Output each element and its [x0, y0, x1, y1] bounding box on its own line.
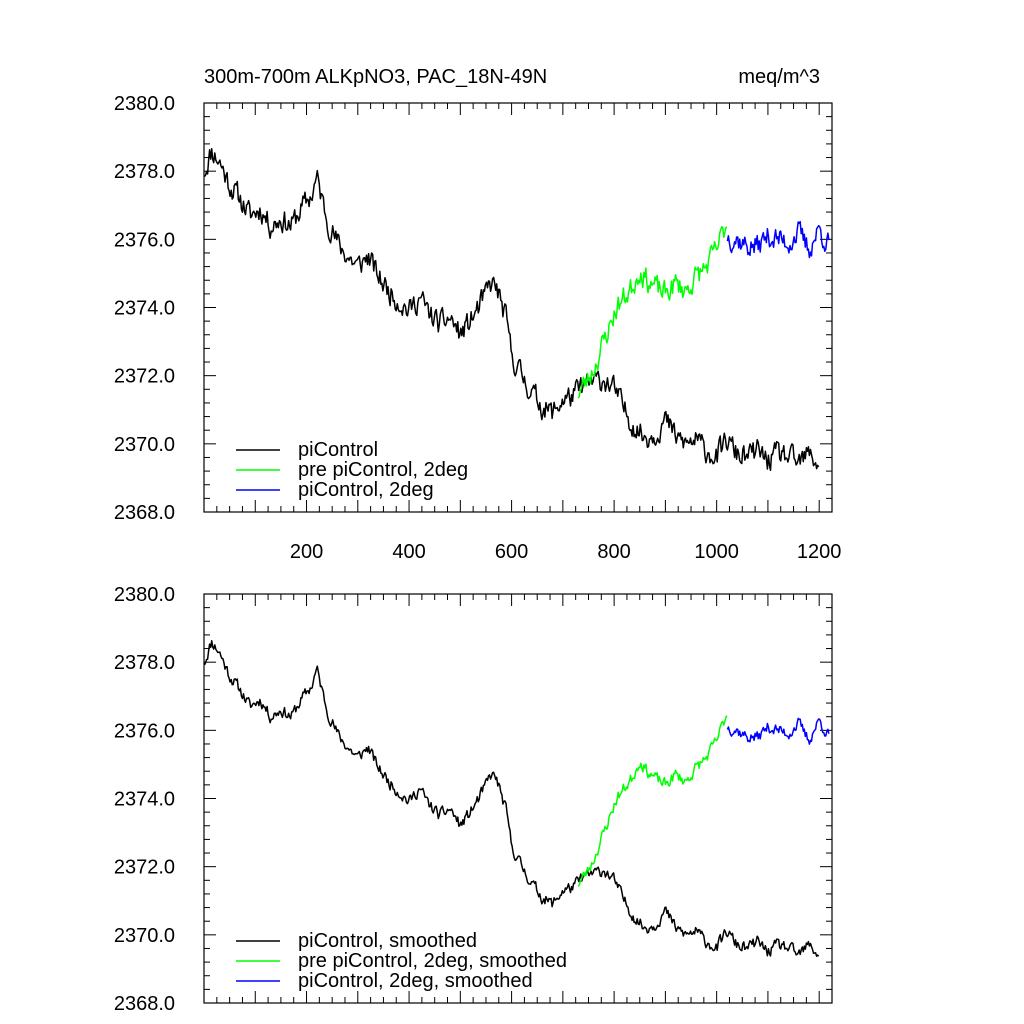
x-tick-label: 1000	[694, 541, 739, 563]
y-tick-label: 2368.0	[114, 502, 175, 524]
x-tick-label: 400	[392, 541, 425, 563]
y-tick-label: 2370.0	[114, 925, 175, 947]
series-line-0	[204, 147, 820, 472]
top-panel: 300m-700m ALKpNO3, PAC_18N-49N meq/m^3 2…	[114, 66, 842, 563]
y-axis: 2368.0 2370.0 2372.0 2374.0 2376.0 2378.0 2380…	[114, 93, 832, 524]
x-tick-label: 600	[495, 541, 528, 563]
y-tick-label: 2376.0	[114, 720, 175, 742]
y-tick-label: 2374.0	[114, 789, 175, 811]
legend-label-2: piControl, 2deg, smoothed	[298, 970, 533, 992]
legend-label-0: piControl	[298, 439, 378, 461]
legend-label-2: piControl, 2deg	[298, 479, 434, 501]
chart-title: 300m-700m ALKpNO3, PAC_18N-49N	[204, 66, 547, 88]
bottom-panel: 2368.0 2370.0 2372.0 2374.0 2376.0 2378.0 2380…	[114, 584, 833, 1015]
x-tick-label: 800	[597, 541, 630, 563]
y-tick-label: 2372.0	[114, 366, 175, 388]
y-tick-label: 2368.0	[114, 993, 175, 1015]
y-axis: 2368.0 2370.0 2372.0 2374.0 2376.0 2378.0 2380…	[114, 584, 832, 1015]
y-tick-label: 2378.0	[114, 161, 175, 183]
units-label: meq/m^3	[738, 66, 820, 88]
legend-label-1: pre piControl, 2deg	[298, 459, 468, 481]
y-tick-label: 2380.0	[114, 93, 175, 115]
y-tick-label: 2378.0	[114, 652, 175, 674]
y-tick-label: 2370.0	[114, 434, 175, 456]
x-axis	[216, 594, 833, 1003]
series-line-0	[204, 639, 820, 957]
series-line-1	[577, 715, 728, 887]
y-tick-label: 2372.0	[114, 857, 175, 879]
series-line-1	[577, 225, 728, 399]
x-tick-label: 200	[290, 541, 323, 563]
legend-label-0: piControl, smoothed	[298, 930, 477, 952]
y-tick-label: 2374.0	[114, 298, 175, 320]
legend-label-1: pre piControl, 2deg, smoothed	[298, 950, 567, 972]
x-axis: 200 400 600 800 1000 1200	[216, 103, 842, 563]
y-tick-label: 2380.0	[114, 584, 175, 606]
series-line-2	[726, 717, 830, 745]
x-tick-label: 1200	[797, 541, 842, 563]
y-tick-label: 2376.0	[114, 229, 175, 251]
series-line-2	[726, 220, 830, 259]
